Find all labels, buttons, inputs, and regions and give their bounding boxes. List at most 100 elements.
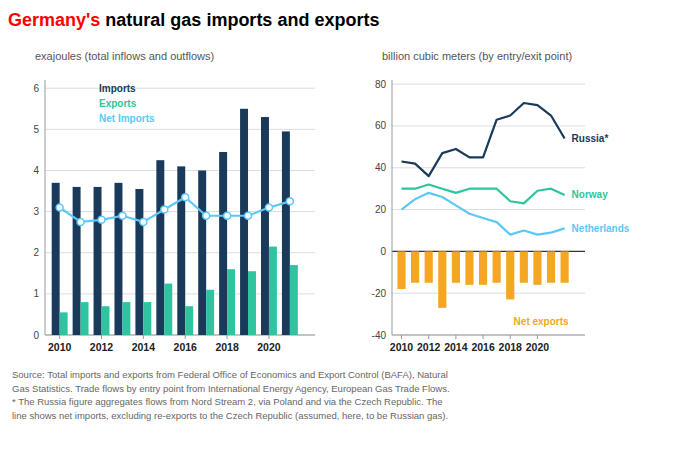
grid-line <box>45 129 315 130</box>
line <box>402 193 565 235</box>
bar <box>185 306 193 335</box>
x-tick <box>268 335 269 339</box>
y-axis-line <box>45 80 46 335</box>
bar <box>240 109 248 335</box>
bar <box>533 251 541 284</box>
source-line: line shows net imports, excluding re-exp… <box>12 410 448 421</box>
bar <box>206 290 214 335</box>
bar <box>282 131 290 335</box>
bar <box>506 251 514 299</box>
marker <box>203 212 210 219</box>
source-note: Source: Total imports and exports from F… <box>12 369 450 421</box>
title-part: natural gas imports and exports <box>100 10 379 30</box>
x-tick <box>227 335 228 339</box>
x-tick-label: 2016 <box>174 341 198 353</box>
grid-line <box>392 335 585 336</box>
bar <box>290 265 298 335</box>
bar <box>198 170 206 335</box>
x-tick-label: 2010 <box>48 341 72 353</box>
bar <box>438 251 446 307</box>
grid-line <box>45 88 315 89</box>
bar <box>219 152 227 335</box>
x-tick-label: 2020 <box>526 341 550 353</box>
bar <box>156 160 164 335</box>
x-tick <box>185 335 186 339</box>
x-tick-label: 2014 <box>444 341 468 353</box>
marker <box>140 218 147 225</box>
y-axis-line <box>392 80 393 335</box>
x-tick-label: 2018 <box>215 341 239 353</box>
bar <box>520 251 528 282</box>
chart-0: exajoules (total inflows and outflows)01… <box>33 50 315 353</box>
source-line: Gas Statistics. Trade flows by entry poi… <box>12 383 450 394</box>
chart-1: billion cubic meters (by entry/exit poin… <box>372 50 630 353</box>
bar <box>114 183 122 335</box>
y-tick-label: 6 <box>33 83 39 94</box>
x-axis-line <box>392 335 585 336</box>
plot-area <box>52 109 298 335</box>
bar <box>227 269 235 335</box>
marker <box>286 198 293 205</box>
bar <box>465 251 473 284</box>
x-tick-label: 2018 <box>499 341 523 353</box>
x-tick <box>537 335 538 339</box>
y-tick-label: 4 <box>33 165 39 176</box>
chart-root: Germany's natural gas imports and export… <box>0 0 680 465</box>
bar <box>177 166 185 335</box>
bar <box>81 302 89 335</box>
bar <box>452 251 460 282</box>
bar <box>269 247 277 335</box>
x-tick-label: 2012 <box>90 341 114 353</box>
bar <box>425 251 433 282</box>
x-tick <box>401 335 402 339</box>
bar <box>122 302 130 335</box>
x-tick <box>510 335 511 339</box>
marker <box>182 194 189 201</box>
y-tick-label: 2 <box>33 247 39 258</box>
grid-line <box>392 293 585 294</box>
x-tick <box>428 335 429 339</box>
bar <box>479 251 487 284</box>
bar <box>143 302 151 335</box>
x-tick <box>455 335 456 339</box>
marker <box>224 212 231 219</box>
y-tick-label: 0 <box>33 330 39 341</box>
source-line: Source: Total imports and exports from F… <box>12 369 448 380</box>
series-label: Net exports <box>514 316 569 327</box>
subtitle: exajoules (total inflows and outflows) <box>35 50 214 62</box>
line <box>402 103 565 176</box>
bar <box>94 187 102 335</box>
bar <box>60 312 68 335</box>
x-tick-label: 2010 <box>390 341 414 353</box>
bar <box>73 187 81 335</box>
title: Germany's natural gas imports and export… <box>8 10 379 30</box>
marker <box>56 204 63 211</box>
y-tick-label: 80 <box>375 79 387 90</box>
x-tick-label: 2016 <box>471 341 495 353</box>
marker <box>245 212 252 219</box>
plot-area <box>397 103 568 308</box>
bar <box>102 306 110 335</box>
legend-entry: Net Imports <box>99 113 155 124</box>
y-tick-label: 5 <box>33 124 39 135</box>
line <box>60 197 290 222</box>
x-tick-label: 2012 <box>417 341 441 353</box>
x-tick-label: 2020 <box>257 341 281 353</box>
y-tick-label: 60 <box>375 120 387 131</box>
grid-line <box>392 84 585 85</box>
marker <box>161 206 168 213</box>
x-tick <box>59 335 60 339</box>
y-tick-label: 3 <box>33 206 39 217</box>
marker <box>77 218 84 225</box>
bar <box>135 189 143 335</box>
bar <box>547 251 555 282</box>
y-tick-label: 40 <box>375 162 387 173</box>
bar <box>261 117 269 335</box>
marker <box>265 204 272 211</box>
x-tick <box>143 335 144 339</box>
y-tick-label: -40 <box>372 330 387 341</box>
legend-entry: Exports <box>99 98 137 109</box>
bar <box>397 251 405 289</box>
grid-line <box>392 209 585 210</box>
y-tick-label: -20 <box>372 288 387 299</box>
